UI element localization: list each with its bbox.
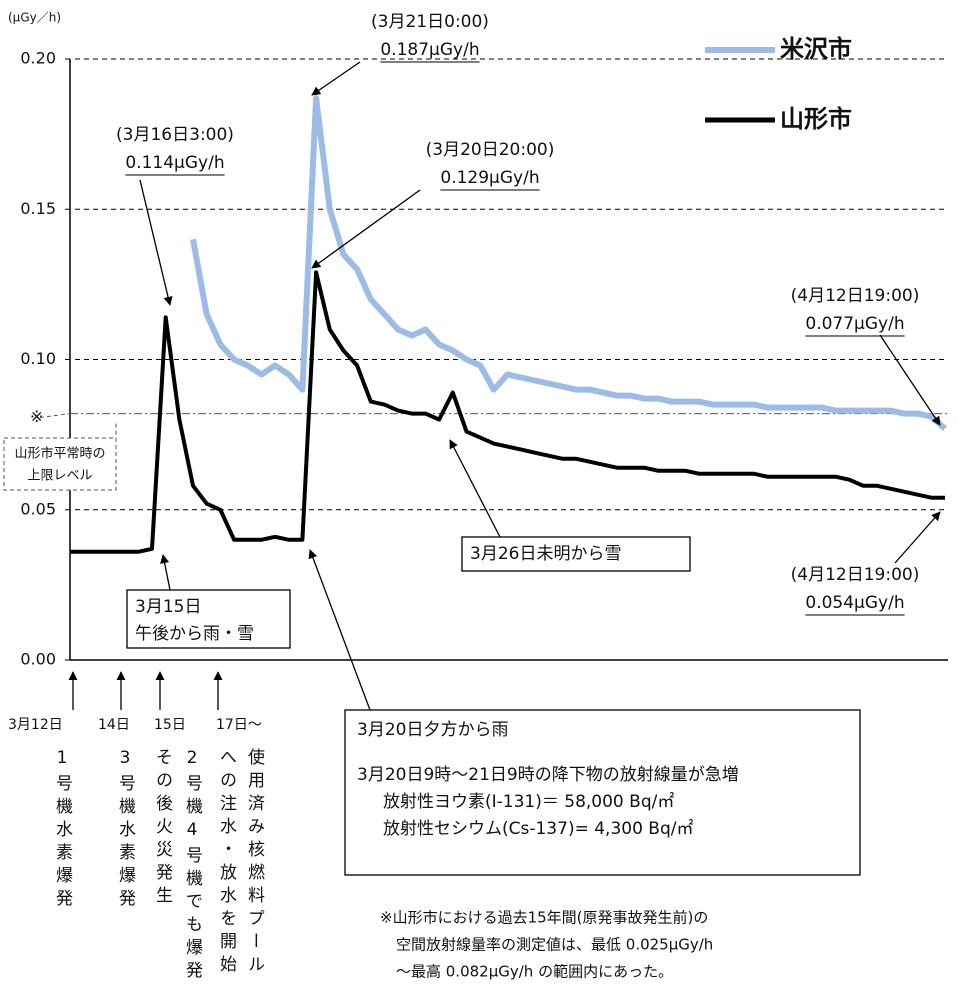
arrow xyxy=(308,549,371,711)
event-date: 15日 xyxy=(154,717,186,733)
annotation-text: (3月16日3:00) xyxy=(116,125,234,145)
event-text: 3号機水素爆発 xyxy=(115,748,136,912)
box-text: 放射性セシウム(Cs-137)= 4,300 Bq/㎡ xyxy=(383,819,693,839)
box-text: 3月20日9時～21日9時の降下物の放射線量が急増 xyxy=(357,765,739,785)
series-line xyxy=(190,95,947,431)
annotation-text: 0.077μGy/h xyxy=(805,314,904,334)
event-date: 3月12日 xyxy=(8,717,63,733)
box-text: 3月26日未明から雪 xyxy=(470,544,621,564)
legend-label: 米沢市 xyxy=(780,35,852,63)
annotation-text: (3月21日0:00) xyxy=(371,12,489,32)
reference-marker: ※ xyxy=(30,407,43,426)
reference-connector xyxy=(39,413,71,419)
note-box xyxy=(344,709,861,876)
event-date: 17日～ xyxy=(216,717,262,733)
annotation-text: (4月12日19:00) xyxy=(791,565,920,585)
annotation-text: 0.114μGy/h xyxy=(125,153,224,173)
y-tick-label: 0.15 xyxy=(20,199,56,218)
y-tick-label: 0.05 xyxy=(20,499,56,518)
arrow xyxy=(311,189,421,269)
event-text: その後火災発生 xyxy=(152,748,173,909)
annotation-text: (3月20日20:00) xyxy=(426,140,555,160)
series-line xyxy=(70,270,945,554)
box-text: 3月20日夕方から雨 xyxy=(357,720,508,740)
event-text: への注水・放水を開始 xyxy=(216,748,237,978)
reference-label: 山形市平常時の xyxy=(14,446,105,462)
box-text: 午後から雨・雪 xyxy=(135,624,254,644)
arrow xyxy=(311,61,361,96)
arrow xyxy=(894,511,941,564)
annotation-text: (4月12日19:00) xyxy=(791,286,920,306)
arrow xyxy=(139,179,173,306)
arrow xyxy=(449,439,501,538)
y-unit: (μGy／h) xyxy=(8,11,61,25)
note-box xyxy=(461,536,691,572)
event-date: 14日 xyxy=(98,717,130,733)
annotation-text: 0.129μGy/h xyxy=(440,168,539,188)
arrow xyxy=(160,554,171,591)
box-text: 3月15日 xyxy=(135,597,201,617)
reference-box xyxy=(3,437,117,491)
footnote: ～最高 0.082μGy/h の範囲内にあった。 xyxy=(396,963,673,981)
footnote: 空間放射線量率の測定値は、最低 0.025μGy/h xyxy=(396,936,713,954)
footnote: ※山形市における過去15年間(原発事故発生前)の xyxy=(380,909,708,927)
annotation-text: 0.054μGy/h xyxy=(805,593,904,613)
legend-label: 山形市 xyxy=(780,105,852,133)
box-text: 放射性ヨウ素(I-131)＝ 58,000 Bq/㎡ xyxy=(383,792,674,812)
reference-label: 上限レベル xyxy=(27,469,92,484)
event-text: 1号機水素爆発 xyxy=(52,748,73,912)
y-tick-label: 0.00 xyxy=(20,650,56,669)
y-tick-label: 0.20 xyxy=(20,49,56,68)
annotation-text: 0.187μGy/h xyxy=(380,40,479,60)
event-text: 2号機4号機でも爆発 xyxy=(182,748,203,984)
arrow xyxy=(879,334,941,426)
note-box xyxy=(126,589,291,649)
event-text: 使用済み核燃料プール xyxy=(244,747,265,978)
y-tick-label: 0.10 xyxy=(20,349,56,368)
